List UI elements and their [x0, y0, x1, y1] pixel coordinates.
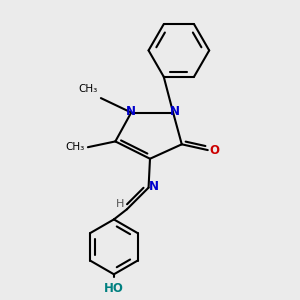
Text: N: N [169, 105, 180, 118]
Text: HO: HO [104, 282, 124, 296]
Text: CH₃: CH₃ [79, 84, 98, 94]
Text: O: O [209, 144, 219, 157]
Text: N: N [126, 105, 136, 118]
Text: H: H [116, 199, 124, 208]
Text: N: N [149, 180, 159, 193]
Text: CH₃: CH₃ [66, 142, 85, 152]
